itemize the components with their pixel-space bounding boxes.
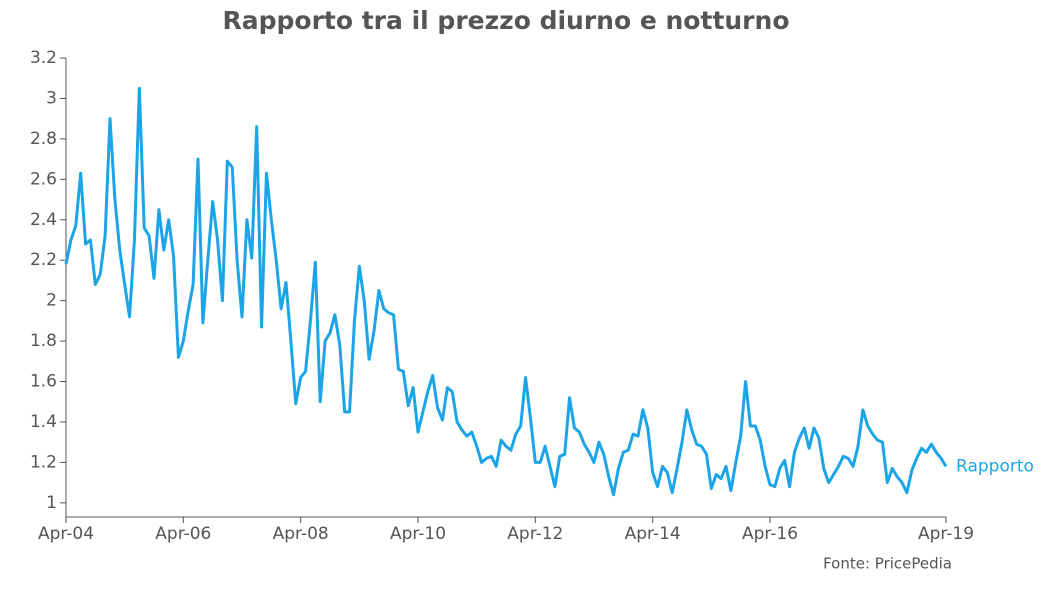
- y-tick-label: 1.8: [30, 331, 57, 351]
- x-tick-label: Apr-16: [742, 524, 798, 544]
- y-tick-label: 1.6: [30, 372, 57, 392]
- y-tick-label: 2.6: [30, 169, 57, 189]
- x-tick-label: Apr-10: [390, 524, 446, 544]
- y-tick-label: 3: [46, 88, 57, 108]
- source: Fonte: PricePedia: [823, 555, 952, 573]
- y-tick-label: 1: [46, 493, 57, 513]
- series-label: Rapporto: [956, 456, 1034, 476]
- series-line: [64, 86, 948, 497]
- chart-title: Rapporto tra il prezzo diurno e notturno: [222, 6, 789, 35]
- x-tick-label: Apr-12: [507, 524, 563, 544]
- y-tick-label: 2: [46, 291, 57, 311]
- x-tick-label: Apr-14: [625, 524, 681, 544]
- y-tick-label: 3.2: [30, 48, 57, 68]
- x-tick-label: Apr-06: [155, 524, 211, 544]
- y-tick-label: 2.8: [30, 129, 57, 149]
- x-tick-label: Apr-08: [273, 524, 329, 544]
- y-tick-label: 1.2: [30, 452, 57, 472]
- y-tick-label: 2.2: [30, 250, 57, 270]
- x-tick-label: Apr-19: [918, 524, 974, 544]
- y-tick-label: 1.4: [30, 412, 57, 432]
- y-tick-label: 2.4: [30, 210, 57, 230]
- x-tick-label: Apr-04: [38, 524, 94, 544]
